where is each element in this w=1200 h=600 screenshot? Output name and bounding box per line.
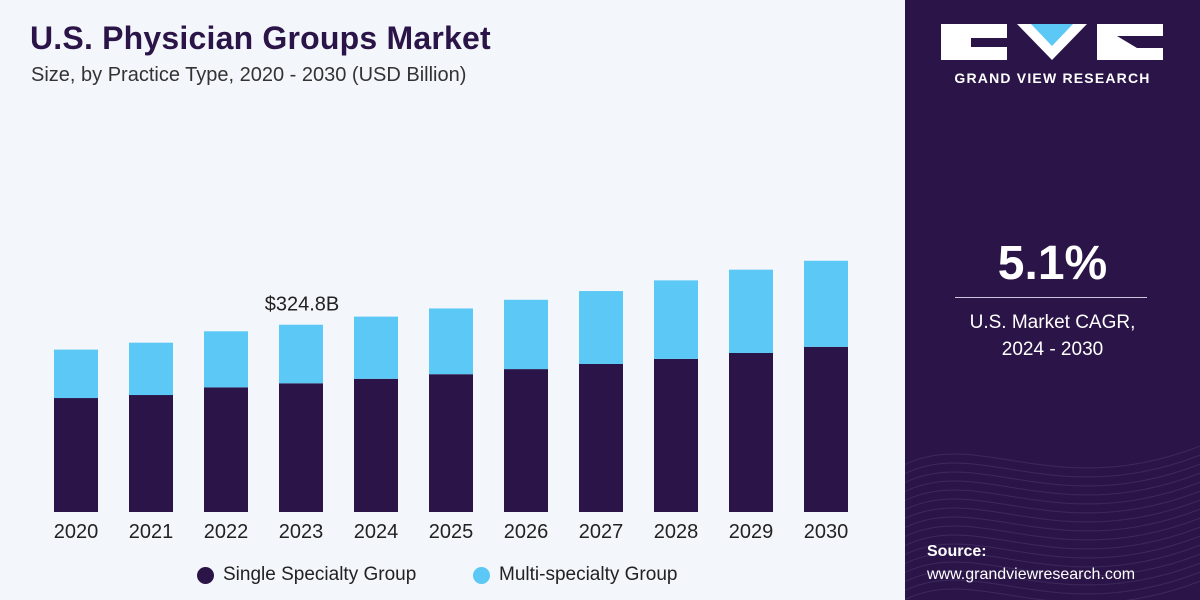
x-tick-label-2027: 2027 <box>579 521 624 543</box>
bar-single-specialty-2022 <box>204 387 248 512</box>
decorative-wave-line <box>905 454 1200 478</box>
decorative-wave-line <box>905 490 1200 514</box>
decorative-wave-line <box>905 535 1200 559</box>
bar-single-specialty-2029 <box>729 352 773 512</box>
legend-swatch-multi-specialty <box>473 566 490 584</box>
bar-single-specialty-2028 <box>654 358 698 512</box>
bar-multi-specialty-2027 <box>579 291 623 364</box>
x-tick-label-2024: 2024 <box>354 521 399 543</box>
decorative-wave-line <box>905 508 1200 532</box>
decorative-wave-line <box>905 517 1200 541</box>
decorative-wave-line <box>905 562 1200 586</box>
decorative-wave-line <box>905 580 1200 600</box>
x-tick-label-2022: 2022 <box>204 521 249 543</box>
brand-name: GRAND VIEW RESEARCH <box>954 70 1151 86</box>
bar-single-specialty-2023 <box>279 383 323 512</box>
source-url[interactable]: www.grandviewresearch.com <box>927 566 1136 583</box>
decorative-wave-lines <box>905 445 1200 600</box>
x-tick-label-2021: 2021 <box>129 521 174 543</box>
cagr-value: 5.1% <box>997 237 1108 290</box>
cagr-label: U.S. Market CAGR, 2024 - 2030 <box>969 312 1136 360</box>
chart-panel: U.S. Physician Groups Market Size, by Pr… <box>0 0 905 600</box>
decorative-wave-line <box>905 445 1200 469</box>
data-label-2023: $324.8B <box>265 294 340 316</box>
legend-item-single-specialty: Single Specialty Group <box>197 562 416 588</box>
chart-subtitle: Size, by Practice Type, 2020 - 2030 (USD… <box>31 64 467 86</box>
decorative-wave-line <box>905 463 1200 487</box>
cagr-divider <box>955 297 1147 298</box>
bar-single-specialty-2024 <box>354 378 398 512</box>
bar-single-specialty-2025 <box>429 374 473 512</box>
bar-multi-specialty-2021 <box>129 342 173 396</box>
decorative-wave-line <box>905 481 1200 505</box>
x-tick-label-2030: 2030 <box>804 521 849 543</box>
decorative-wave-line <box>905 499 1200 523</box>
bar-multi-specialty-2023 <box>279 324 323 384</box>
bar-single-specialty-2021 <box>129 395 173 512</box>
decorative-wave-line <box>905 526 1200 550</box>
legend-item-multi-specialty: Multi-specialty Group <box>473 562 677 588</box>
x-tick-label-2029: 2029 <box>729 521 774 543</box>
x-tick-label-2028: 2028 <box>654 521 699 543</box>
bar-multi-specialty-2029 <box>729 269 773 353</box>
legend-label-multi-specialty: Multi-specialty Group <box>499 564 678 585</box>
decorative-wave-line <box>905 472 1200 496</box>
bar-single-specialty-2026 <box>504 369 548 512</box>
stacked-bar-chart: 2020 2021 2022 2023 $324.8B 2024 2025 2026 2027 2… <box>54 260 849 543</box>
bar-multi-specialty-2025 <box>429 308 473 375</box>
legend-label-single-specialty: Single Specialty Group <box>223 564 417 585</box>
bar-single-specialty-2020 <box>54 398 98 512</box>
chart-title: U.S. Physician Groups Market <box>30 20 491 56</box>
bar-multi-specialty-2022 <box>204 331 248 388</box>
side-panel: GRAND VIEW RESEARCH 5.1% U.S. Market CAG… <box>905 0 1200 600</box>
bar-multi-specialty-2020 <box>54 349 98 399</box>
brand-logo <box>941 24 1163 60</box>
decorative-wave-line <box>905 571 1200 595</box>
legend-swatch-single-specialty <box>197 566 214 584</box>
bar-single-specialty-2030 <box>804 346 848 512</box>
x-tick-label-2025: 2025 <box>429 521 474 543</box>
bar-multi-specialty-2030 <box>804 260 848 347</box>
bar-multi-specialty-2024 <box>354 316 398 379</box>
bar-single-specialty-2027 <box>579 363 623 512</box>
decorative-wave-line <box>905 544 1200 568</box>
x-tick-label-2026: 2026 <box>504 521 549 543</box>
bar-multi-specialty-2026 <box>504 299 548 370</box>
source-label: Source: <box>927 543 987 560</box>
decorative-wave-line <box>905 553 1200 577</box>
bar-multi-specialty-2028 <box>654 280 698 359</box>
x-tick-label-2023: 2023 <box>279 521 324 543</box>
x-tick-label-2020: 2020 <box>54 521 99 543</box>
